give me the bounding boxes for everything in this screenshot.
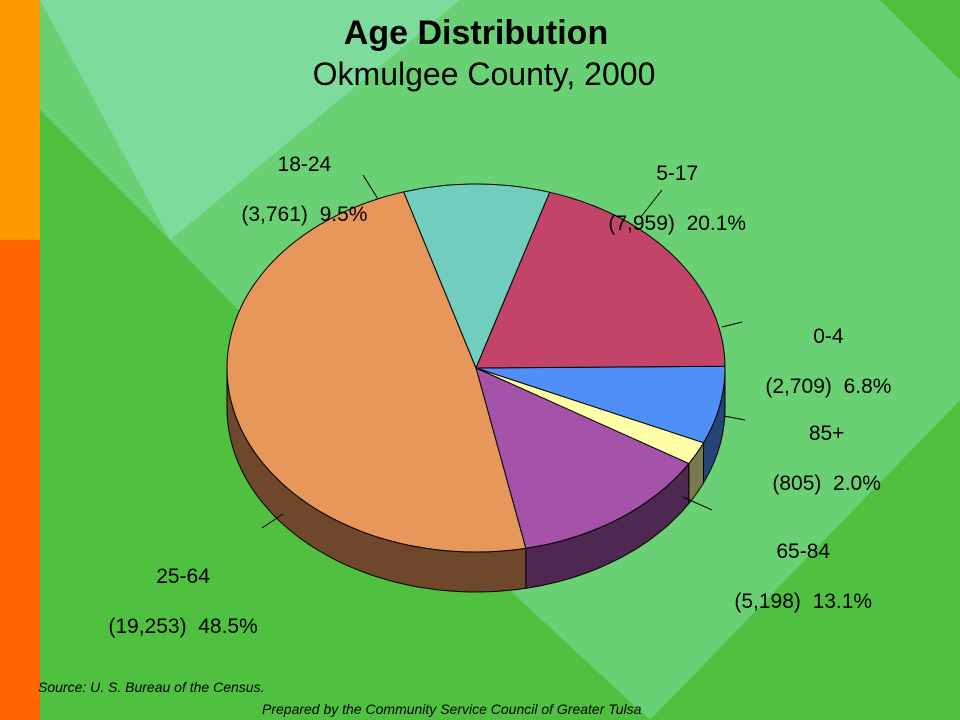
leader-line-25-64 xyxy=(261,513,284,529)
slice-label-name: 65-84 xyxy=(776,540,831,563)
left-accent-bar-bottom xyxy=(0,240,40,720)
slice-label-name: 85+ xyxy=(808,422,845,445)
leader-line-5-17 xyxy=(639,189,663,219)
slice-label-percent: 9.5% xyxy=(319,203,368,226)
pie-slice-18-24 xyxy=(403,183,551,370)
pie-slice-5-17 xyxy=(475,191,726,369)
slice-label-count: (7,959) xyxy=(608,212,675,235)
pie-slice-85+ xyxy=(475,367,705,465)
slice-label-name: 0-4 xyxy=(813,325,844,348)
prepared-by-note: Prepared by the Community Service Counci… xyxy=(262,701,642,717)
slice-label-percent: 6.8% xyxy=(843,375,892,398)
background-corner xyxy=(880,0,960,80)
pie-slice-65-84 xyxy=(475,367,690,549)
slice-label-count: (5,198) xyxy=(734,590,801,613)
slice-label-count: (19,253) xyxy=(108,615,187,638)
slice-label-count: (2,709) xyxy=(765,375,832,398)
leader-line-18-24 xyxy=(362,174,379,200)
leader-line-65-84 xyxy=(682,496,713,511)
slice-label-18-24: 18-24 (3,761) 9.5% xyxy=(218,127,367,252)
slice-label-count: (3,761) xyxy=(241,203,308,226)
leader-line-0-4 xyxy=(721,321,743,328)
slice-label-name: 5-17 xyxy=(656,162,699,185)
chart-title: Age Distribution xyxy=(343,14,609,52)
slice-label-25-64: 25-64 (19,253) 48.5% xyxy=(85,539,258,664)
pie-slice-25-64 xyxy=(226,191,527,553)
slice-label-0-4: 0-4 (2,709) 6.8% xyxy=(742,299,891,424)
slice-label-name: 18-24 xyxy=(277,153,332,176)
left-accent-bar-top xyxy=(0,0,40,240)
slice-label-name: 25-64 xyxy=(156,565,210,588)
slice-label-85-plus: 85+ (805) 2.0% xyxy=(749,396,881,521)
leader-line-85+ xyxy=(723,415,746,421)
slice-label-count: (805) xyxy=(772,472,822,495)
pie-slice-0-4 xyxy=(475,365,726,444)
slice-label-5-17: 5-17 (7,959) 20.1% xyxy=(585,136,746,261)
slice-label-percent: 2.0% xyxy=(833,472,881,495)
slice-label-65-84: 65-84 (5,198) 13.1% xyxy=(711,514,872,639)
slice-label-percent: 13.1% xyxy=(812,590,873,613)
chart-subtitle: Okmulgee County, 2000 xyxy=(312,56,656,92)
slice-label-percent: 20.1% xyxy=(686,212,747,235)
slice-label-percent: 48.5% xyxy=(198,615,258,638)
source-note: Source: U. S. Bureau of the Census. xyxy=(38,679,265,695)
